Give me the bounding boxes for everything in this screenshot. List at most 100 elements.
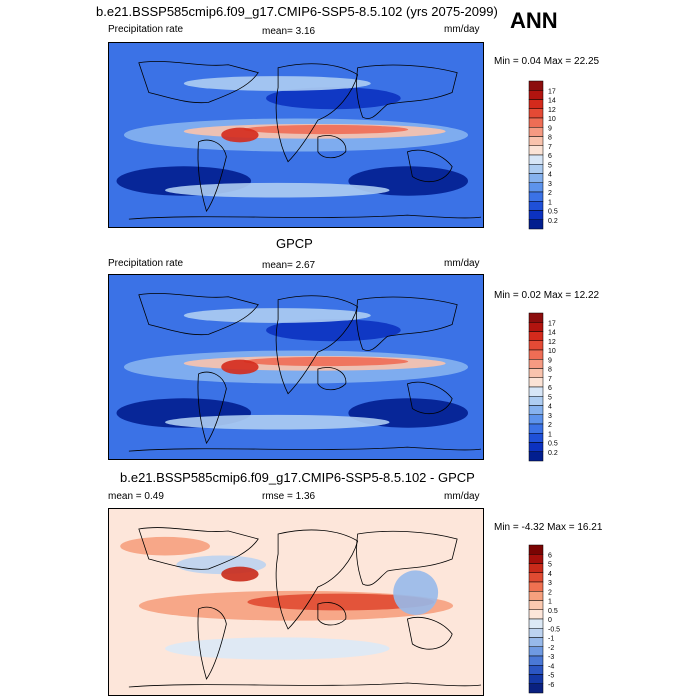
panel3-units: mm/day [444,491,480,502]
colorbar-swatch [528,219,544,230]
colorbar-tick-label: 3 [548,413,552,420]
colorbar-tick-label: -1 [548,636,554,643]
colorbar-swatch [528,191,544,202]
field-region [165,414,390,430]
colorbar-swatch [528,368,544,378]
colorbar-tick-label: -4 [548,663,554,670]
colorbar-tick-label: 14 [548,330,556,337]
colorbar-swatch [528,386,544,397]
colorbar-tick-label: -2 [548,645,554,652]
colorbar-tick-label: 2 [548,422,552,429]
colorbar-tick-label: 5 [548,562,552,569]
colorbar-swatch [528,340,544,351]
colorbar-tick-label: 17 [548,88,556,95]
colorbar-tick-label: 10 [548,348,556,355]
colorbar-swatch [528,377,544,388]
field-region [221,359,259,375]
colorbar-tick-label: 0.5 [548,608,558,615]
colorbar-tick-label: 0 [548,617,552,624]
colorbar-swatch [528,164,544,174]
season-label: ANN [510,8,558,33]
colorbar-tick-label: 0.5 [548,209,558,216]
coastline [356,296,458,351]
field-region [247,593,435,611]
colorbar-tick-label: 8 [548,135,552,142]
panel2-minmax: Min = 0.02 Max = 12.22 [494,290,600,301]
coastline [138,527,259,570]
colorbar-swatch [528,600,544,610]
field-region [266,319,401,342]
colorbar-swatch [528,154,544,165]
colorbar-swatch [528,423,544,434]
colorbar-swatch [528,414,544,425]
panel1-left-label: Precipitation rate [108,24,184,35]
coastline [275,63,359,163]
field-region [393,570,439,616]
colorbar-swatch [528,210,544,220]
field-region [221,566,259,582]
colorbar-swatch [528,173,544,183]
coastline [356,530,458,586]
panel1-minmax: Min = 0.04 Max = 22.25 [494,56,600,67]
coastline [128,682,482,688]
colorbar-tick-label: 6 [548,552,552,559]
colorbar-swatch [528,322,544,332]
colorbar-swatch [528,591,544,601]
colorbar-tick-label: 5 [548,162,552,169]
colorbar-tick-label: 1 [548,431,552,438]
colorbar-swatch [528,572,544,583]
colorbar-tick-label: 6 [548,153,552,160]
colorbar-tick-label: -3 [548,654,554,661]
colorbar-swatch [528,405,544,415]
colorbar-tick-label: 2 [548,190,552,197]
panel3-map [108,508,484,696]
colorbar-tick-label: 1 [548,599,552,606]
colorbar-swatch [528,433,544,443]
colorbar-swatch [528,563,544,573]
colorbar-swatch [528,145,544,156]
colorbar-tick-label: 17 [548,320,556,327]
field-region [120,536,210,556]
panel1-colorbar: 17 14 12 10 9 8 7 6 5 4 3 2 1 0.5 0.2 [528,80,588,230]
colorbar-tick-label: 6 [548,385,552,392]
colorbar-swatch [528,581,544,592]
colorbar-tick-label: 7 [548,144,552,151]
colorbar-swatch [528,554,544,564]
panel3-minmax: Min = -4.32 Max = 16.21 [494,522,603,533]
colorbar-swatch [528,544,544,555]
panel3-rmse-label: rmse = 1.36 [262,491,316,502]
panel2-title: GPCP [276,236,313,251]
coastline [317,135,347,159]
coastline [275,529,359,630]
panel1-units: mm/day [444,24,480,35]
colorbar-tick-label: 0.2 [548,450,558,457]
colorbar-tick-label: 14 [548,98,556,105]
colorbar-tick-label: 8 [548,367,552,374]
colorbar-swatch [528,117,544,128]
colorbar-tick-label: 0.2 [548,218,558,225]
colorbar-tick-label: 4 [548,172,552,179]
colorbar-swatch [528,646,544,657]
panel3-mean-label: mean = 0.49 [108,491,164,502]
colorbar-tick-label: 9 [548,125,552,132]
coastline [138,60,259,104]
colorbar-tick-label: -5 [548,673,554,680]
colorbar-swatch [528,655,544,666]
colorbar-swatch [528,136,544,146]
field-region [221,127,259,143]
coastline [317,602,347,626]
colorbar-swatch [528,451,544,462]
coastline [406,617,453,650]
colorbar-swatch [528,312,544,323]
colorbar-tick-label: -0.5 [548,626,560,633]
panel2-left-label: Precipitation rate [108,258,184,269]
colorbar-swatch [528,127,544,137]
coastline [197,606,227,680]
field-region [183,308,371,323]
colorbar-swatch [528,396,544,406]
colorbar-swatch [528,442,544,452]
colorbar-swatch [528,609,544,620]
coastline [406,381,453,415]
coastline [317,367,347,391]
coastline [138,292,259,336]
